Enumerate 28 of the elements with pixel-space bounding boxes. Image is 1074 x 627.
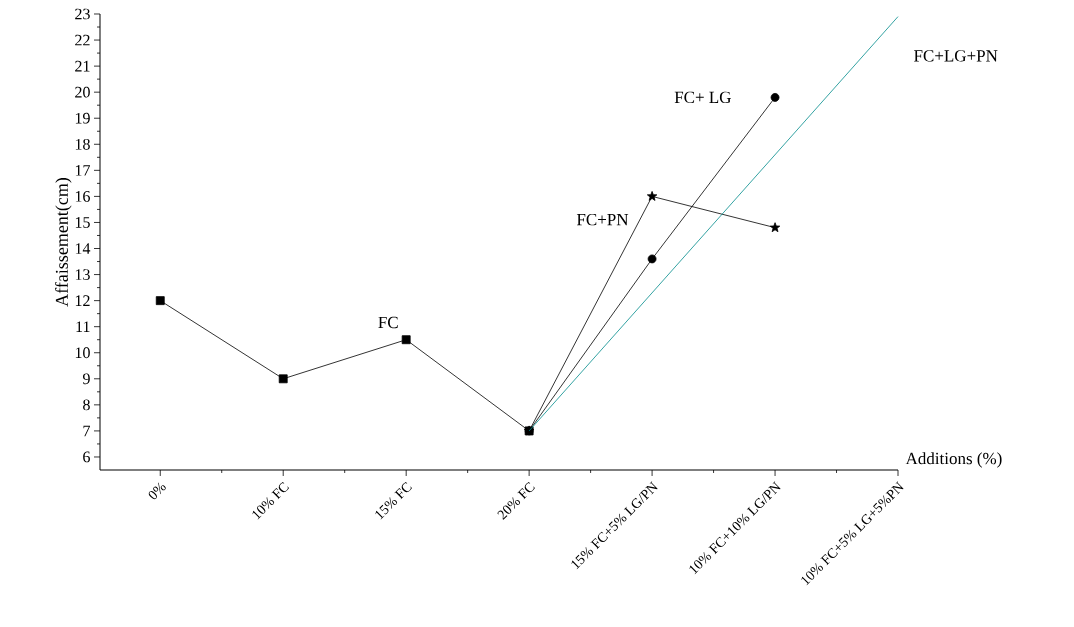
y-tick-label: 11 [76, 321, 90, 332]
y-tick-label: 17 [75, 165, 91, 176]
x-tick-label: 10% FC [252, 481, 290, 520]
y-tick-label: 16 [75, 191, 90, 202]
y-tick-label: 10 [75, 347, 90, 359]
y-tick-label: 14 [75, 243, 91, 254]
y-tick-label: 6 [83, 451, 90, 463]
x-tick-label: 20% FC [497, 481, 535, 520]
x-tick-label: 15% FC [375, 481, 412, 520]
x-tick-label: 0% [148, 482, 166, 500]
y-axis-title: Affaissement(cm) [55, 177, 72, 307]
y-tick-label: 18 [75, 138, 90, 150]
y-tick-label: 23 [75, 8, 90, 20]
y-tick-label: 8 [83, 399, 90, 411]
y-tick-label: 13 [75, 269, 90, 280]
y-tick-label: 9 [82, 373, 90, 385]
x-axis-title: Additions (%) [905, 452, 1002, 468]
y-tick-label: 20 [75, 86, 90, 98]
series-label: FC+ LG [674, 91, 731, 104]
y-tick-label: 15 [75, 217, 90, 228]
series-label: FC [378, 316, 398, 329]
y-tick-label: 21 [75, 60, 90, 72]
y-tick-label: 22 [75, 34, 90, 46]
y-tick-label: 7 [83, 425, 91, 437]
y-tick-label: 12 [75, 295, 90, 306]
series-label: FC+PN [576, 213, 629, 226]
y-tick-label: 19 [75, 112, 90, 124]
text: FC+LG+PN [914, 50, 998, 62]
